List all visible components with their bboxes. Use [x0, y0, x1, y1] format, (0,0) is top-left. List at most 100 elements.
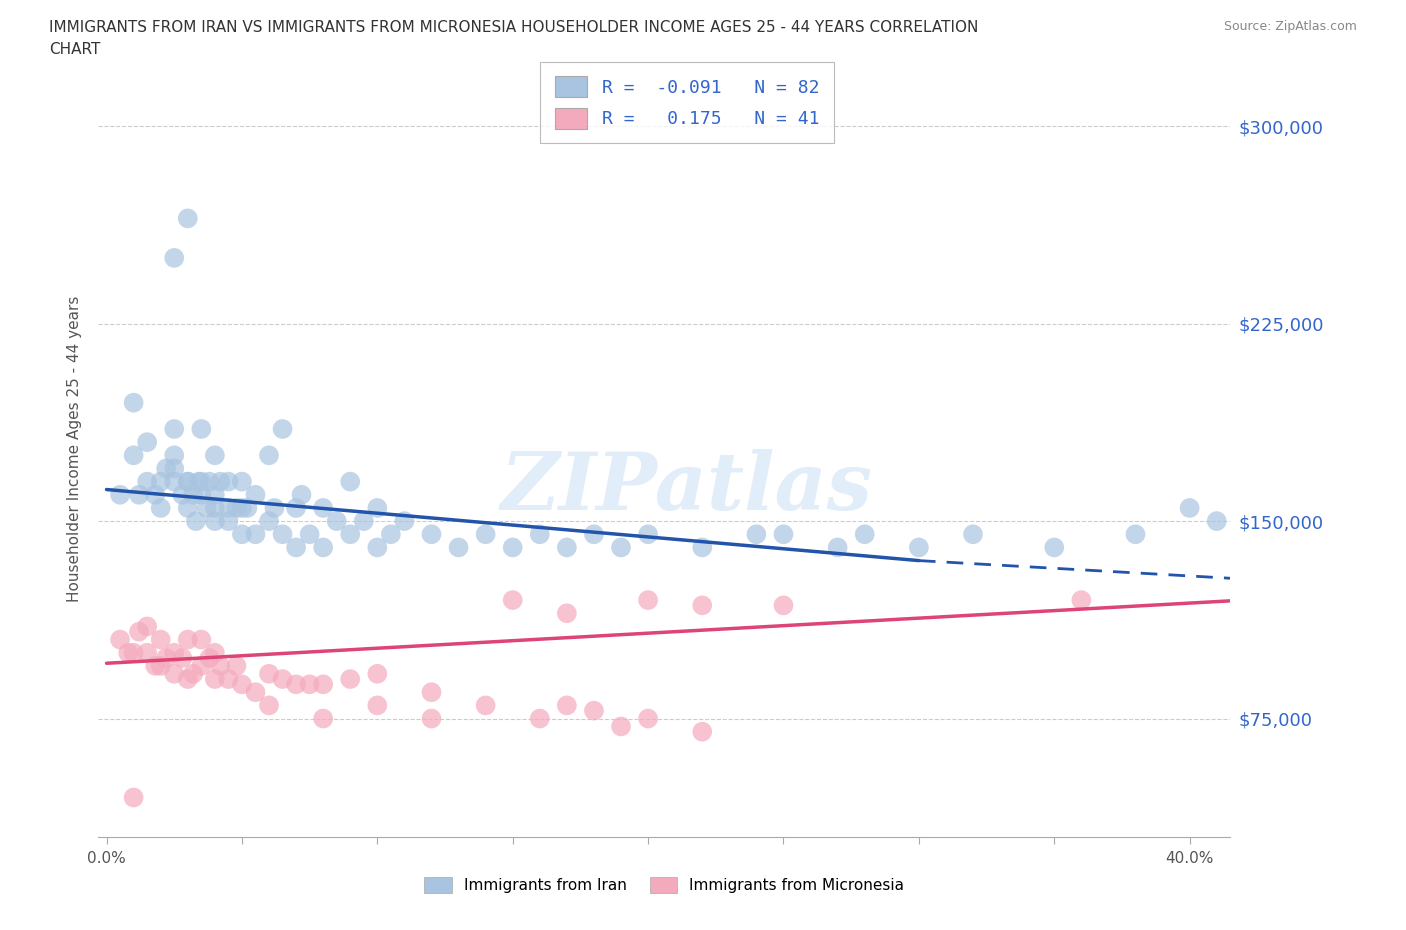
Point: [198, 474, 221, 489]
Point: [447, 540, 470, 555]
Point: [149, 632, 172, 647]
Point: [610, 540, 633, 555]
Point: [177, 632, 200, 647]
Point: [325, 513, 347, 528]
Point: [474, 698, 496, 712]
Point: [136, 474, 159, 489]
Point: [177, 211, 200, 226]
Text: IMMIGRANTS FROM IRAN VS IMMIGRANTS FROM MICRONESIA HOUSEHOLDER INCOME AGES 25 - : IMMIGRANTS FROM IRAN VS IMMIGRANTS FROM …: [49, 20, 979, 35]
Point: [555, 605, 578, 620]
Point: [380, 526, 402, 541]
Point: [143, 658, 166, 673]
Point: [172, 651, 194, 666]
Point: [637, 711, 659, 726]
Text: CHART: CHART: [49, 42, 101, 57]
Point: [555, 698, 578, 712]
Point: [263, 500, 285, 515]
Point: [420, 526, 443, 541]
Point: [190, 421, 212, 436]
Point: [529, 711, 551, 726]
Point: [163, 474, 186, 489]
Point: [474, 526, 496, 541]
Point: [366, 667, 388, 682]
Text: ZIPatlas: ZIPatlas: [501, 449, 873, 526]
Point: [582, 526, 605, 541]
Legend: Immigrants from Iran, Immigrants from Micronesia: Immigrants from Iran, Immigrants from Mi…: [418, 871, 911, 899]
Point: [204, 645, 226, 660]
Point: [149, 658, 172, 673]
Point: [177, 671, 200, 686]
Point: [231, 474, 253, 489]
Point: [217, 500, 239, 515]
Point: [177, 474, 200, 489]
Point: [187, 474, 209, 489]
Point: [271, 671, 294, 686]
Point: [502, 592, 524, 607]
Point: [257, 513, 280, 528]
Point: [962, 526, 984, 541]
Point: [204, 671, 226, 686]
Point: [312, 711, 335, 726]
Point: [108, 487, 131, 502]
Point: [231, 677, 253, 692]
Point: [163, 421, 186, 436]
Point: [198, 651, 221, 666]
Point: [143, 487, 166, 502]
Point: [637, 592, 659, 607]
Point: [190, 632, 212, 647]
Point: [236, 500, 259, 515]
Point: [122, 448, 145, 463]
Point: [136, 434, 159, 449]
Point: [209, 474, 232, 489]
Point: [366, 698, 388, 712]
Point: [122, 395, 145, 410]
Point: [339, 526, 361, 541]
Point: [190, 474, 212, 489]
Point: [637, 526, 659, 541]
Point: [1070, 592, 1092, 607]
Point: [190, 487, 212, 502]
Point: [312, 677, 335, 692]
Point: [1178, 500, 1201, 515]
Point: [1043, 540, 1066, 555]
Point: [181, 667, 204, 682]
Point: [353, 513, 375, 528]
Point: [690, 598, 713, 613]
Point: [394, 513, 416, 528]
Point: [172, 487, 194, 502]
Point: [217, 474, 239, 489]
Point: [128, 487, 150, 502]
Point: [204, 487, 226, 502]
Point: [339, 474, 361, 489]
Point: [231, 526, 253, 541]
Y-axis label: Householder Income Ages 25 - 44 years: Householder Income Ages 25 - 44 years: [67, 296, 83, 602]
Point: [257, 698, 280, 712]
Point: [217, 513, 239, 528]
Point: [285, 500, 308, 515]
Point: [204, 500, 226, 515]
Point: [285, 677, 308, 692]
Point: [257, 667, 280, 682]
Point: [690, 724, 713, 739]
Point: [225, 500, 247, 515]
Point: [108, 632, 131, 647]
Point: [827, 540, 849, 555]
Point: [271, 421, 294, 436]
Point: [285, 540, 308, 555]
Point: [122, 790, 145, 805]
Point: [225, 658, 247, 673]
Point: [136, 619, 159, 634]
Point: [745, 526, 768, 541]
Point: [163, 645, 186, 660]
Point: [312, 540, 335, 555]
Point: [128, 624, 150, 639]
Point: [529, 526, 551, 541]
Point: [245, 487, 267, 502]
Point: [155, 651, 177, 666]
Point: [181, 487, 204, 502]
Point: [502, 540, 524, 555]
Point: [298, 677, 321, 692]
Point: [231, 500, 253, 515]
Point: [298, 526, 321, 541]
Point: [245, 526, 267, 541]
